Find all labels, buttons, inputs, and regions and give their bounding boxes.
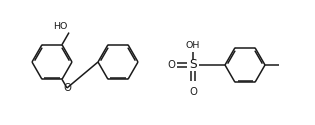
Text: OH: OH bbox=[186, 42, 200, 50]
Text: S: S bbox=[189, 58, 197, 71]
Text: O: O bbox=[63, 83, 71, 93]
Text: O: O bbox=[167, 60, 175, 70]
Text: O: O bbox=[189, 87, 197, 97]
Text: HO: HO bbox=[54, 22, 68, 31]
